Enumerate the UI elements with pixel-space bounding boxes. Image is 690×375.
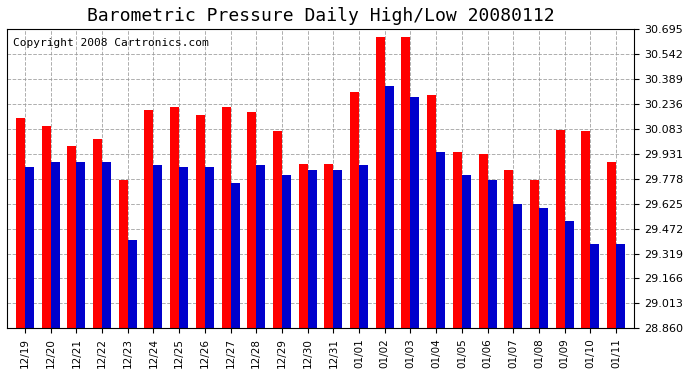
Bar [128, 240, 137, 328]
Bar [436, 152, 445, 328]
Bar [230, 183, 239, 328]
Bar [93, 139, 102, 328]
Bar [308, 170, 317, 328]
Bar [616, 244, 625, 328]
Bar [427, 95, 436, 328]
Bar [488, 180, 497, 328]
Bar [196, 115, 205, 328]
Bar [273, 131, 282, 328]
Bar [504, 170, 513, 328]
Bar [607, 162, 616, 328]
Bar [453, 152, 462, 328]
Bar [539, 208, 548, 328]
Bar [513, 204, 522, 328]
Bar [16, 118, 25, 328]
Bar [221, 107, 230, 328]
Bar [25, 167, 34, 328]
Bar [170, 107, 179, 328]
Bar [402, 37, 411, 328]
Bar [591, 244, 600, 328]
Bar [153, 165, 162, 328]
Bar [582, 131, 591, 328]
Bar [282, 175, 291, 328]
Bar [385, 86, 394, 328]
Bar [119, 180, 128, 328]
Bar [462, 175, 471, 328]
Bar [205, 167, 214, 328]
Bar [77, 162, 86, 328]
Bar [376, 37, 385, 328]
Bar [299, 164, 308, 328]
Bar [179, 167, 188, 328]
Bar [50, 162, 59, 328]
Bar [256, 165, 265, 328]
Bar [144, 110, 153, 328]
Title: Barometric Pressure Daily High/Low 20080112: Barometric Pressure Daily High/Low 20080… [87, 7, 554, 25]
Bar [333, 170, 342, 328]
Bar [359, 165, 368, 328]
Bar [41, 126, 50, 328]
Bar [247, 112, 256, 328]
Bar [555, 129, 564, 328]
Bar [68, 146, 77, 328]
Bar [530, 180, 539, 328]
Bar [411, 97, 420, 328]
Bar [350, 92, 359, 328]
Bar [479, 154, 488, 328]
Bar [102, 162, 111, 328]
Bar [564, 221, 573, 328]
Bar [324, 164, 333, 328]
Text: Copyright 2008 Cartronics.com: Copyright 2008 Cartronics.com [13, 38, 209, 48]
